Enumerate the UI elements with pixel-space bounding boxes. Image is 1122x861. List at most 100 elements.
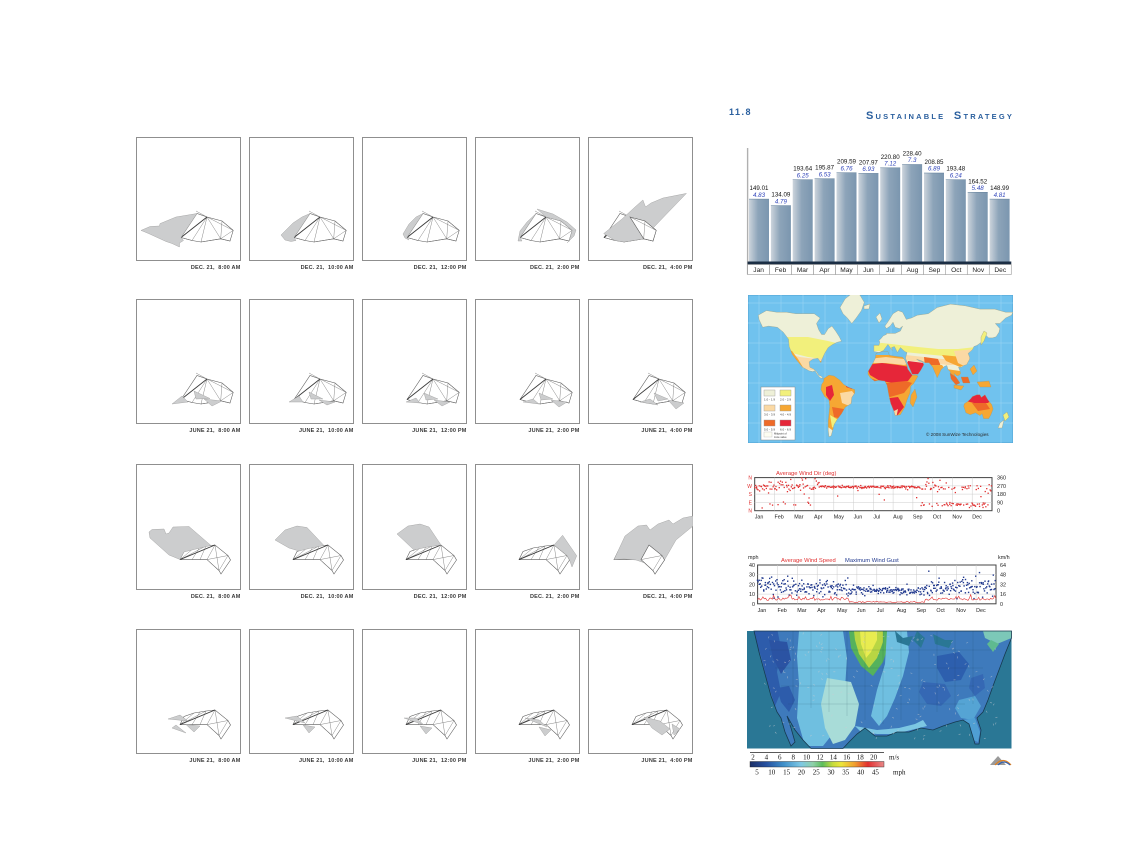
svg-text:4.79: 4.79 [775,198,788,205]
svg-text:Sep: Sep [913,515,923,521]
svg-text:Jul: Jul [877,608,884,614]
svg-text:20: 20 [749,582,755,588]
svg-text:193.64: 193.64 [793,166,812,173]
svg-text:180: 180 [997,492,1006,498]
svg-text:149.01: 149.01 [750,185,769,192]
svg-text:30: 30 [828,769,836,777]
svg-text:6.24: 6.24 [950,172,963,179]
svg-text:14: 14 [830,754,838,762]
svg-text:May: May [837,608,847,614]
svg-text:2: 2 [751,754,755,762]
svg-text:48: 48 [1000,573,1006,579]
svg-text:Aug: Aug [907,267,919,274]
svg-text:10: 10 [803,754,811,762]
svg-text:m/s: m/s [889,754,899,762]
svg-text:20: 20 [870,754,878,762]
svg-text:W: W [747,484,752,490]
svg-text:km/h: km/h [998,555,1010,561]
svg-text:18: 18 [857,754,865,762]
svg-text:32: 32 [1000,582,1006,588]
svg-text:Jan: Jan [758,608,767,614]
svg-text:5: 5 [755,769,759,777]
svg-text:Mar: Mar [797,267,809,274]
svg-text:6.53: 6.53 [819,171,832,178]
svg-text:Oct: Oct [936,608,945,614]
svg-text:164.52: 164.52 [968,178,987,185]
svg-text:Jul: Jul [873,515,880,521]
svg-text:40: 40 [749,563,755,569]
svg-text:Dec: Dec [994,267,1006,274]
svg-text:3.0 - 3.9: 3.0 - 3.9 [764,413,775,417]
svg-text:4: 4 [765,754,769,762]
svg-text:0: 0 [752,602,755,608]
svg-text:7.3: 7.3 [908,157,917,164]
svg-text:20: 20 [798,769,806,777]
svg-text:6.25: 6.25 [797,172,810,179]
svg-text:Jan: Jan [753,267,764,274]
svg-text:Oct: Oct [951,267,961,274]
svg-text:220.80: 220.80 [881,154,900,161]
svg-text:25: 25 [813,769,821,777]
svg-text:Feb: Feb [775,515,784,521]
svg-text:6.89: 6.89 [928,166,941,173]
svg-text:Aug: Aug [893,515,903,521]
svg-text:Nov: Nov [952,515,962,521]
svg-text:45: 45 [872,769,880,777]
svg-text:8: 8 [791,754,795,762]
svg-text:1.0 - 1.9: 1.0 - 1.9 [764,398,775,402]
svg-text:193.48: 193.48 [946,166,965,173]
svg-text:207.97: 207.97 [859,159,878,166]
svg-text:16: 16 [1000,592,1006,598]
svg-text:© 2008 SunWize Technologies: © 2008 SunWize Technologies [926,431,989,437]
svg-text:E: E [749,500,753,506]
svg-text:0: 0 [997,509,1000,515]
svg-text:40: 40 [857,769,865,777]
svg-text:12: 12 [817,754,825,762]
svg-text:360: 360 [997,476,1006,482]
svg-text:Sep: Sep [917,608,927,614]
svg-text:Maximum Wind Gust: Maximum Wind Gust [845,558,899,564]
svg-text:6.93: 6.93 [862,166,875,173]
svg-text:N: N [748,476,752,482]
svg-text:Jan: Jan [755,515,764,521]
svg-text:64: 64 [1000,563,1006,569]
svg-text:Nov: Nov [956,608,966,614]
svg-text:N: N [748,509,752,515]
svg-text:134.09: 134.09 [771,192,790,199]
svg-text:Oct: Oct [933,515,942,521]
svg-text:10: 10 [749,592,755,598]
svg-text:6: 6 [778,754,782,762]
svg-text:Mar: Mar [797,608,806,614]
svg-text:6.76: 6.76 [840,165,853,172]
svg-text:35: 35 [842,769,850,777]
svg-text:Apr: Apr [814,515,823,521]
svg-text:195.87: 195.87 [815,165,834,172]
svg-text:May: May [840,267,853,274]
svg-text:4.0 - 4.9: 4.0 - 4.9 [780,413,791,417]
svg-text:Apr: Apr [817,608,826,614]
svg-text:Average Wind Dir (deg): Average Wind Dir (deg) [776,471,837,477]
svg-text:Dec: Dec [976,608,986,614]
svg-text:209.59: 209.59 [837,159,856,166]
svg-text:May: May [834,515,844,521]
svg-text:zone value: zone value [774,435,787,439]
svg-text:0: 0 [1000,602,1003,608]
svg-text:6.0 - 6.9: 6.0 - 6.9 [780,428,791,432]
svg-text:Nov: Nov [972,267,984,274]
svg-text:208.85: 208.85 [925,159,944,166]
svg-text:5.0 - 5.9: 5.0 - 5.9 [764,428,775,432]
svg-text:mph: mph [893,769,906,777]
svg-text:Mar: Mar [794,515,803,521]
svg-text:Jun: Jun [863,267,874,274]
svg-text:90: 90 [997,500,1003,506]
svg-text:Sep: Sep [929,267,941,274]
svg-text:148.99: 148.99 [990,185,1009,192]
svg-text:15: 15 [783,769,791,777]
svg-text:7.12: 7.12 [884,161,897,168]
svg-text:S: S [749,492,753,498]
svg-text:Aug: Aug [897,608,907,614]
svg-text:Apr: Apr [819,267,830,274]
svg-text:30: 30 [749,573,755,579]
svg-text:Jun: Jun [854,515,863,521]
svg-text:Average Wind Speed: Average Wind Speed [781,558,836,564]
